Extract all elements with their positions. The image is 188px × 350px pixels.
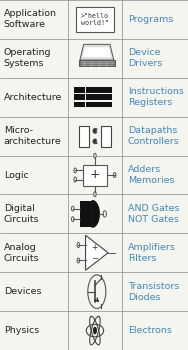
Text: Digital
Circuits: Digital Circuits (4, 204, 39, 224)
Polygon shape (83, 47, 111, 57)
Text: Amplifiers
Filters: Amplifiers Filters (128, 243, 176, 263)
Text: Adders
Memories: Adders Memories (128, 165, 174, 185)
Polygon shape (92, 201, 99, 227)
Polygon shape (86, 235, 108, 270)
Polygon shape (79, 60, 115, 66)
Text: Instructions
Registers: Instructions Registers (128, 87, 184, 107)
Polygon shape (80, 44, 114, 60)
FancyBboxPatch shape (76, 7, 114, 32)
FancyBboxPatch shape (74, 87, 85, 93)
Text: Transistors
Diodes: Transistors Diodes (128, 282, 179, 302)
Text: Devices: Devices (4, 287, 41, 296)
Text: >"hello
world!": >"hello world!" (81, 13, 109, 26)
FancyBboxPatch shape (80, 201, 92, 227)
Text: −: − (91, 254, 98, 264)
Text: Analog
Circuits: Analog Circuits (4, 243, 39, 263)
FancyBboxPatch shape (86, 87, 112, 93)
FancyBboxPatch shape (74, 94, 85, 100)
Text: Electrons: Electrons (128, 326, 172, 335)
FancyBboxPatch shape (101, 126, 111, 147)
Text: AND Gates
NOT Gates: AND Gates NOT Gates (128, 204, 179, 224)
Circle shape (93, 327, 97, 334)
Text: Datapaths
Controllers: Datapaths Controllers (128, 126, 180, 146)
FancyBboxPatch shape (79, 126, 89, 147)
Text: Logic: Logic (4, 170, 29, 180)
Text: Application
Software: Application Software (4, 9, 57, 29)
Text: Physics: Physics (4, 326, 39, 335)
Text: Programs: Programs (128, 15, 173, 24)
FancyBboxPatch shape (74, 102, 85, 107)
FancyBboxPatch shape (86, 94, 112, 100)
Text: Device
Drivers: Device Drivers (128, 48, 162, 68)
Text: Architecture: Architecture (4, 93, 62, 102)
Text: +: + (91, 243, 98, 252)
Text: +: + (90, 168, 100, 182)
Text: Micro-
architecture: Micro- architecture (4, 126, 61, 146)
FancyBboxPatch shape (86, 102, 112, 107)
Text: Operating
Systems: Operating Systems (4, 48, 51, 68)
FancyBboxPatch shape (83, 164, 107, 186)
